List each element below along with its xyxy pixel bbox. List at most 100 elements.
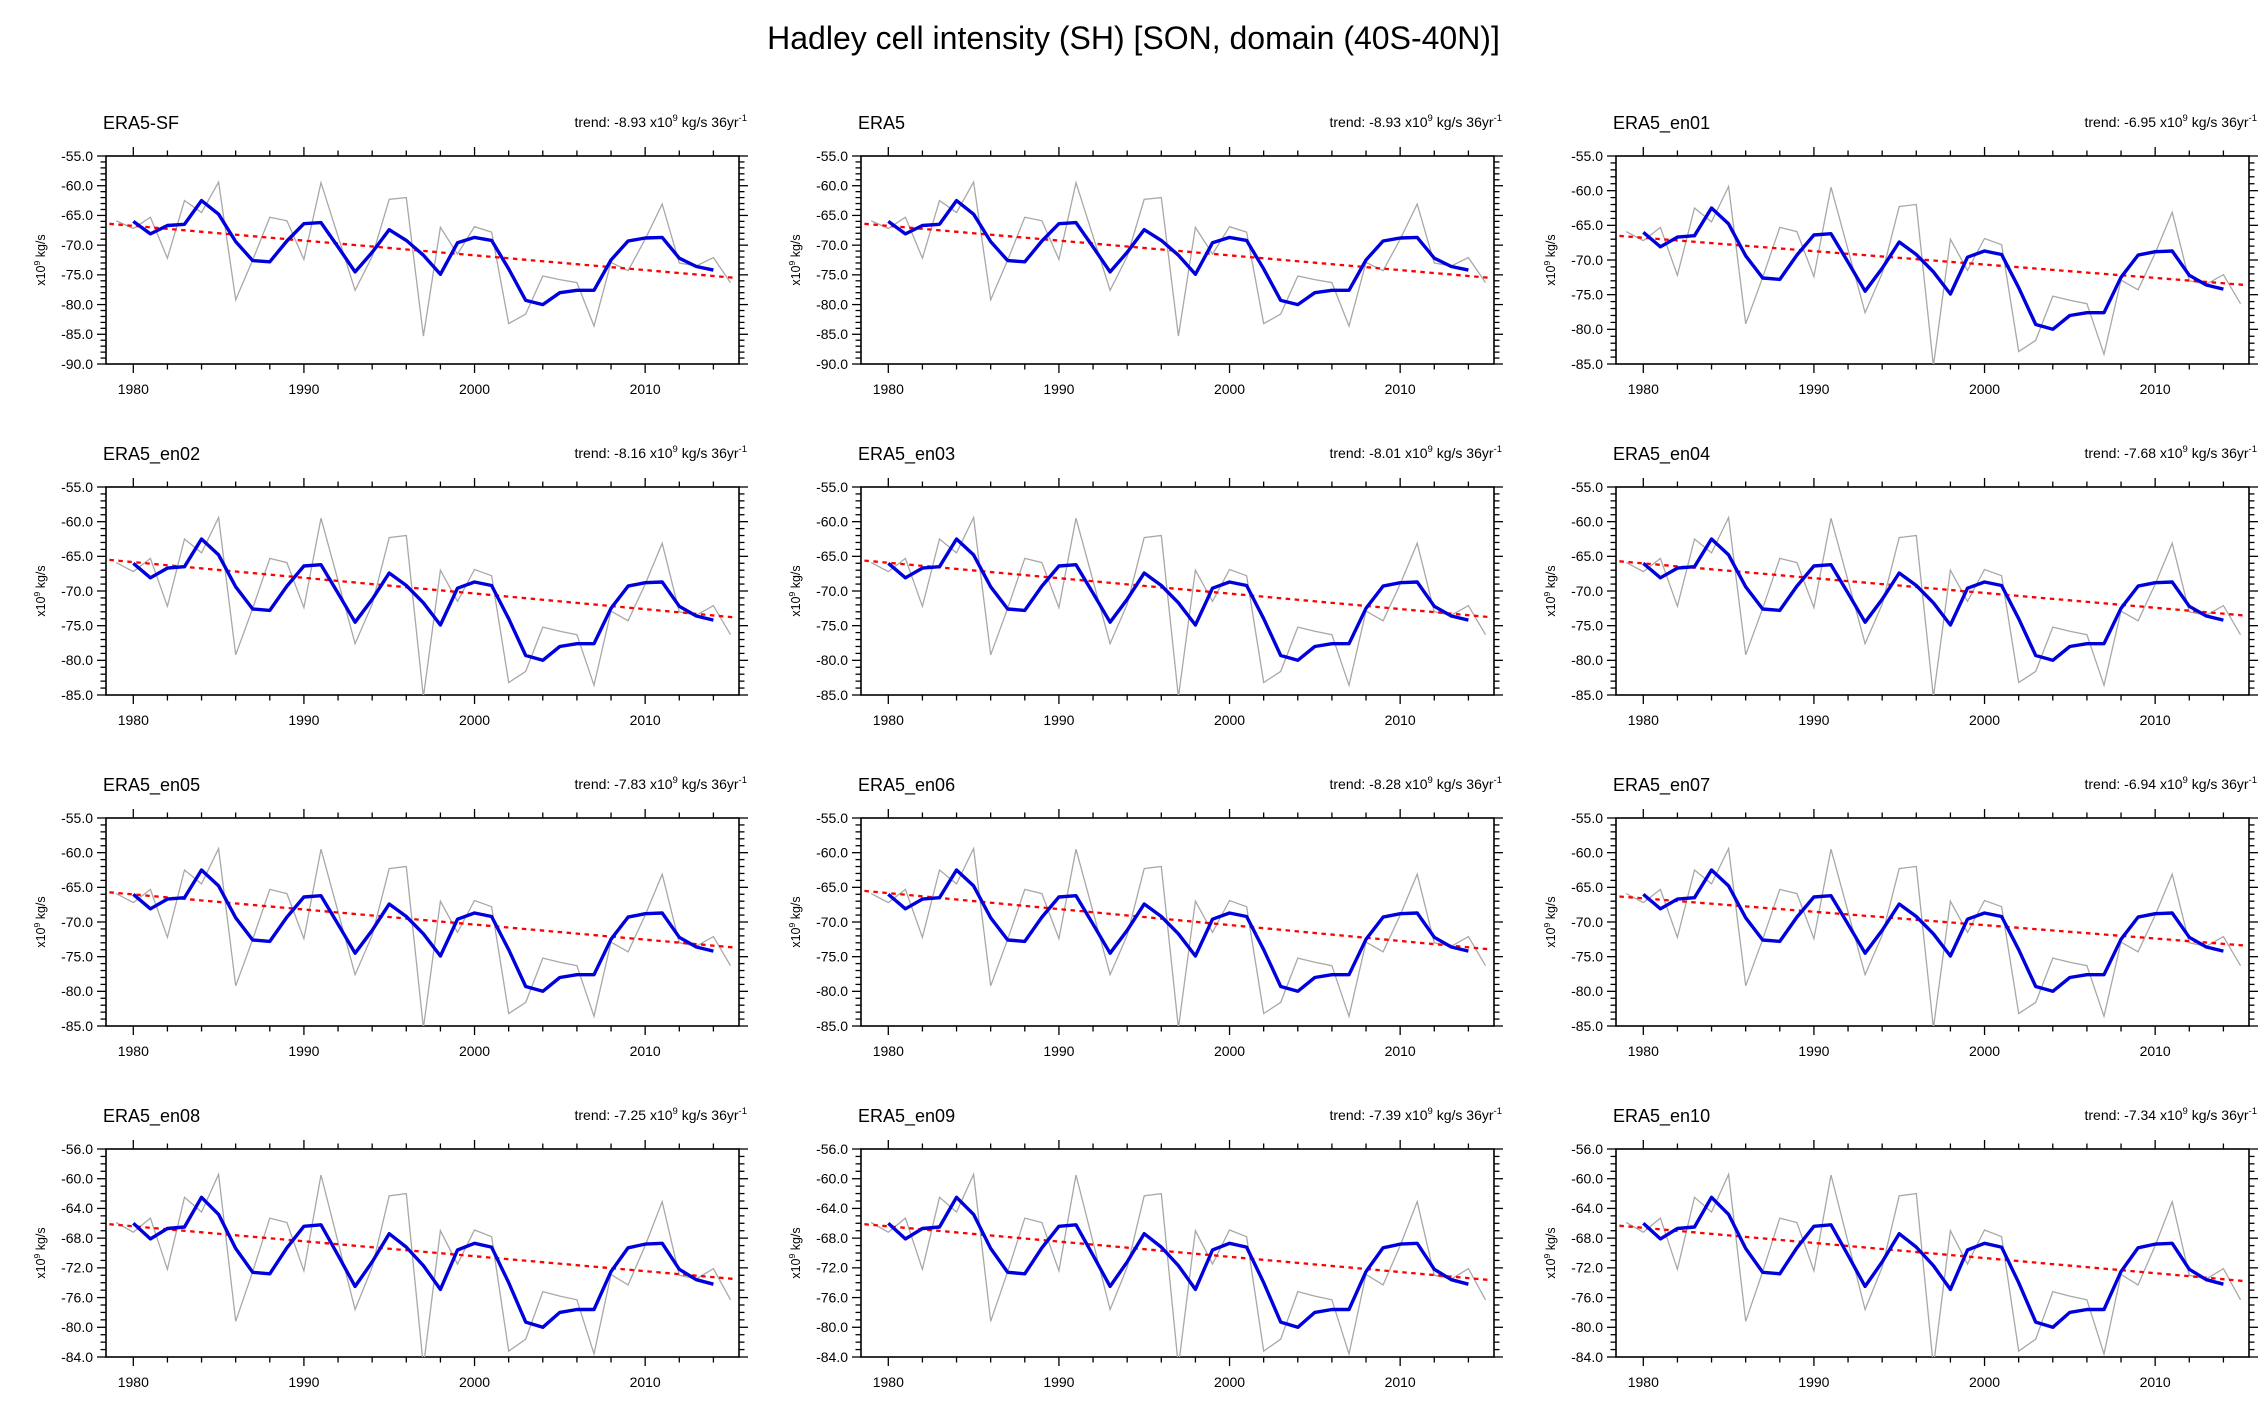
axis-ticks (1607, 809, 2258, 1035)
y-tick-label: -65.0 (816, 879, 848, 895)
y-tick-label: -70.0 (61, 914, 93, 930)
axis-ticks (97, 478, 748, 704)
panel-ERA5_en05: -55.0 -60.0 -65.0 -70.0 -75.0 -80.0 -85.0 1980 1… (32, 775, 748, 1059)
y-axis-label: x109 kg/s (1542, 1227, 1558, 1278)
y-tick-label: -75.0 (61, 617, 93, 633)
annual-line (115, 846, 732, 1026)
axis-ticks (1607, 478, 2258, 704)
x-tick-label: 1990 (1798, 381, 1829, 397)
y-tick-label: -55.0 (816, 479, 848, 495)
y-tick-label: -70.0 (816, 237, 848, 253)
y-tick-label: -84.0 (816, 1349, 848, 1365)
y-tick-label: -60.0 (61, 178, 93, 194)
x-tick-label: 1980 (873, 712, 904, 728)
trend-line (109, 891, 736, 949)
smoothed-line (132, 1195, 714, 1329)
y-tick-label: -85.0 (816, 687, 848, 703)
trend-line (864, 222, 1491, 280)
panel-ERA5_en04: -55.0 -60.0 -65.0 -70.0 -75.0 -80.0 -85.0 1980 1… (1542, 444, 2258, 728)
x-tick-label: 2010 (2140, 1043, 2171, 1059)
panel-ERA5_en01: -55.0 -60.0 -65.0 -70.0 -75.0 -80.0 -85.0 1980 1… (1542, 113, 2258, 397)
y-tick-label: -68.0 (816, 1230, 848, 1246)
panel-ERA5_en06: -55.0 -60.0 -65.0 -70.0 -75.0 -80.0 -85.0 1980 1… (787, 775, 1503, 1059)
x-tick-label: 1990 (1043, 1043, 1074, 1059)
y-tick-label: -84.0 (61, 1349, 93, 1365)
y-tick-label: -80.0 (816, 296, 848, 312)
trend-line (1619, 1224, 2246, 1283)
x-tick-label: 2010 (630, 1043, 661, 1059)
panel-ERA5-SF: -55.0 -60.0 -65.0 -70.0 -75.0 -80.0 -85.0 -90.0… (32, 113, 748, 397)
x-tick-label: 1990 (288, 1374, 319, 1390)
axis-ticks (852, 478, 1503, 704)
y-tick-label: -75.0 (816, 267, 848, 283)
x-tick-label: 1980 (1628, 381, 1659, 397)
y-tick-label: -60.0 (61, 513, 93, 529)
y-tick-label: -68.0 (61, 1230, 93, 1246)
x-tick-label: 1990 (1043, 381, 1074, 397)
plot-frame (105, 817, 740, 1027)
y-tick-label: -65.0 (1571, 879, 1603, 895)
trend-label: trend: -7.25 x109 kg/s 36yr-1 (574, 1106, 747, 1123)
smoothed-line (887, 537, 1469, 663)
smoothed-line (132, 537, 714, 663)
y-axis-label: x109 kg/s (787, 234, 803, 285)
y-tick-label: -80.0 (1571, 652, 1603, 668)
panel-title: ERA5_en07 (1613, 775, 1710, 796)
x-tick-label: 1980 (873, 1374, 904, 1390)
x-tick-label: 1980 (873, 1043, 904, 1059)
panel-title: ERA5 (858, 113, 905, 133)
y-tick-label: -65.0 (61, 207, 93, 223)
panel-title: ERA5-SF (103, 113, 179, 133)
x-tick-label: 2000 (459, 381, 490, 397)
trend-line (109, 222, 736, 280)
x-tick-label: 2000 (459, 1043, 490, 1059)
annual-line (1625, 515, 2242, 695)
panel-ERA5_en03: -55.0 -60.0 -65.0 -70.0 -75.0 -80.0 -85.0 1980 1… (787, 444, 1503, 728)
annual-line (870, 1171, 1487, 1357)
plot-frame (105, 1148, 740, 1358)
y-tick-label: -80.0 (1571, 983, 1603, 999)
x-tick-label: 2010 (630, 712, 661, 728)
x-tick-label: 2000 (1969, 1374, 2000, 1390)
axis-ticks (97, 809, 748, 1035)
y-tick-label: -75.0 (61, 267, 93, 283)
y-tick-label: -76.0 (1571, 1289, 1603, 1305)
smoothed-line (887, 1195, 1469, 1329)
x-tick-label: 2000 (1969, 712, 2000, 728)
x-tick-label: 1980 (873, 381, 904, 397)
plot-frame (860, 817, 1495, 1027)
y-axis-label: x109 kg/s (32, 896, 48, 947)
trend-line (864, 559, 1491, 619)
panel-grid: -55.0 -60.0 -65.0 -70.0 -75.0 -80.0 -85.0 -90.0… (0, 76, 2267, 1400)
x-tick-label: 2000 (1214, 1374, 1245, 1390)
y-tick-label: -85.0 (1571, 1018, 1603, 1034)
plot-frame (860, 155, 1495, 365)
y-tick-label: -75.0 (1571, 617, 1603, 633)
y-tick-label: -75.0 (1571, 286, 1603, 302)
y-tick-label: -80.0 (1571, 321, 1603, 337)
y-tick-label: -56.0 (1571, 1141, 1603, 1157)
y-tick-label: -65.0 (61, 548, 93, 564)
plot-frame (860, 1148, 1495, 1358)
annual-line (1625, 846, 2242, 1026)
y-tick-label: -70.0 (1571, 914, 1603, 930)
y-tick-label: -80.0 (61, 983, 93, 999)
annual-line (115, 515, 732, 695)
y-tick-label: -76.0 (816, 1289, 848, 1305)
y-tick-label: -85.0 (816, 1018, 848, 1034)
trend-line (1619, 895, 2246, 947)
axis-ticks (852, 147, 1503, 373)
x-tick-label: 2000 (1214, 712, 1245, 728)
y-tick-label: -60.0 (816, 1171, 848, 1187)
y-tick-label: -85.0 (816, 326, 848, 342)
y-axis-label: x109 kg/s (787, 1227, 803, 1278)
x-tick-label: 1980 (1628, 1043, 1659, 1059)
panel-title: ERA5_en09 (858, 1106, 955, 1127)
annual-line (115, 180, 732, 337)
panel-title: ERA5_en06 (858, 775, 955, 796)
smoothed-line (132, 868, 714, 994)
y-tick-label: -70.0 (816, 914, 848, 930)
panel-ERA5_en02: -55.0 -60.0 -65.0 -70.0 -75.0 -80.0 -85.0 1980 1… (32, 444, 748, 728)
y-tick-label: -56.0 (61, 1141, 93, 1157)
